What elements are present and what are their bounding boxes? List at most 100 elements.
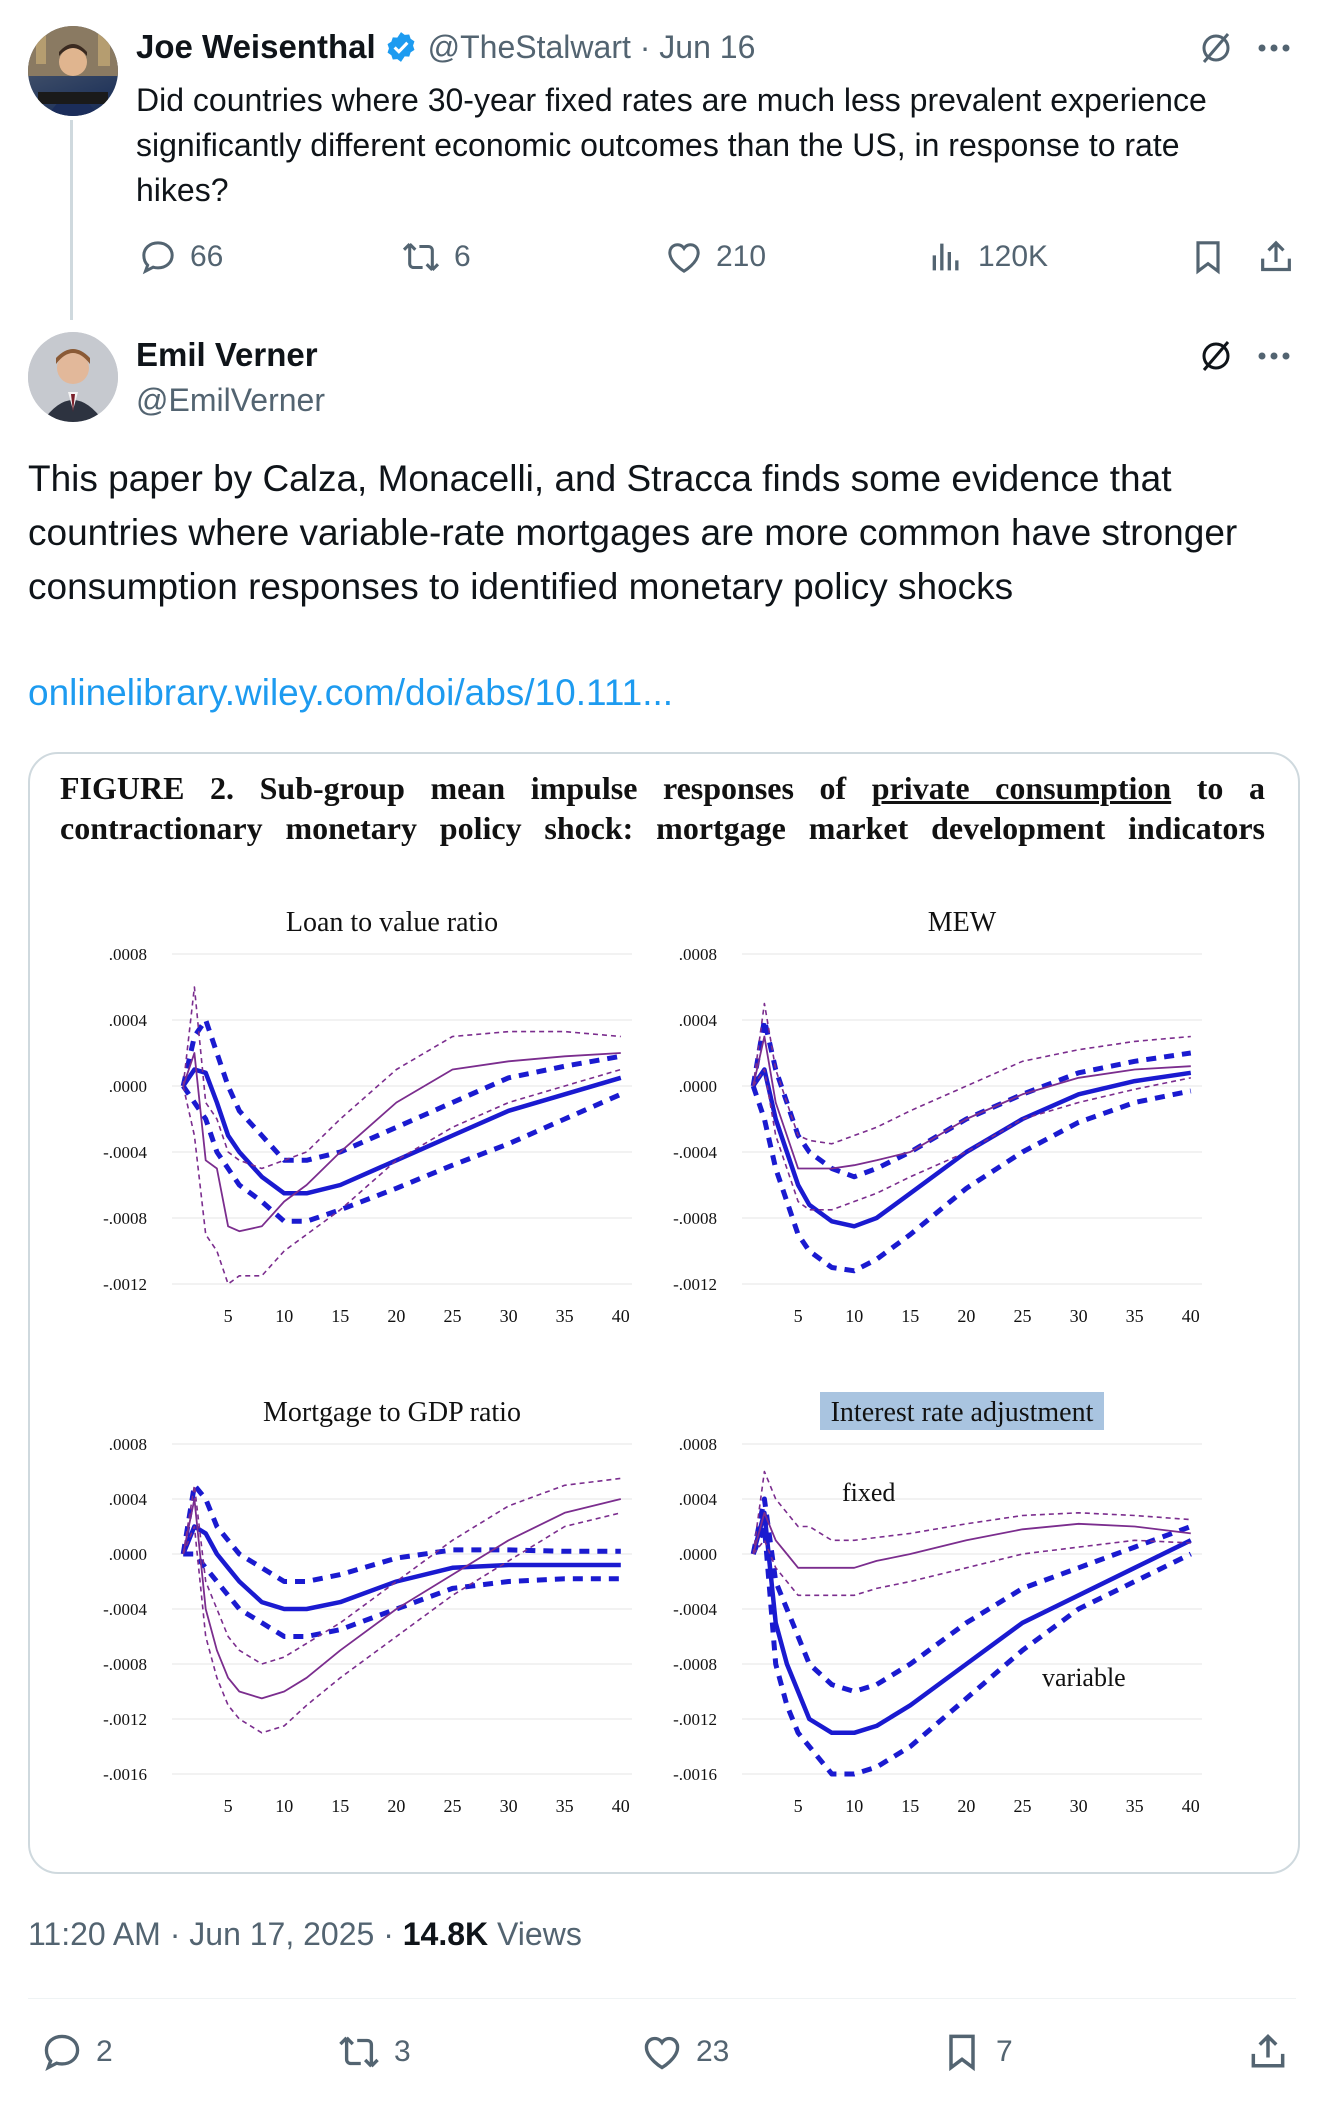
x-tick-label: 30 (1070, 1306, 1088, 1326)
like-count: 210 (716, 240, 767, 273)
bookmark-icon (949, 2034, 975, 2072)
y-tick-label: -.0008 (103, 1209, 147, 1228)
figure-title-part1: FIGURE 2. Sub-group mean impulse respons… (60, 770, 872, 806)
series-blue-lower (750, 1524, 1192, 1777)
y-tick-label: -.0008 (103, 1655, 147, 1674)
reply-action[interactable]: 2 (40, 2030, 113, 2074)
series-purple-mean (182, 1052, 621, 1233)
divider (28, 1998, 1296, 1999)
retweet-action[interactable]: 3 (336, 2030, 411, 2074)
x-tick-label: 10 (845, 1306, 863, 1326)
share-icon[interactable] (1256, 237, 1296, 282)
series-blue-mean (751, 1510, 1192, 1736)
series-purple-lower (182, 1512, 621, 1734)
author-name[interactable]: Joe Weisenthal (136, 28, 376, 65)
x-tick-label: 30 (1070, 1796, 1088, 1816)
bookmark-icon[interactable] (1188, 237, 1228, 282)
x-tick-label: 40 (1182, 1796, 1200, 1816)
x-tick-label: 5 (224, 1796, 233, 1816)
y-tick-label: -.0012 (673, 1710, 717, 1729)
x-tick-label: 15 (901, 1306, 919, 1326)
x-tick-label: 35 (1126, 1306, 1144, 1326)
y-tick-label: .0008 (109, 1435, 147, 1454)
views-count: 120K (978, 240, 1049, 273)
x-tick-label: 25 (443, 1306, 461, 1326)
y-tick-label: .0004 (679, 1011, 718, 1030)
views-icon (932, 243, 959, 271)
grok-icon[interactable] (1196, 336, 1236, 381)
y-tick-label: -.0012 (673, 1275, 717, 1294)
like-action[interactable]: 23 (640, 2030, 729, 2074)
chart-panel-4: Interest rate adjustment .0008 .0004 .0000 -… (673, 1392, 1202, 1816)
annotation-fixed: fixed (842, 1478, 895, 1507)
views-action[interactable]: 120K (926, 237, 1048, 277)
y-tick-label: -.0008 (673, 1655, 717, 1674)
impulse-response-charts: Loan to value ratio .0008 .0004 .0000 -.0004… (103, 907, 1202, 1816)
author-handle-date[interactable]: @TheStalwart · Jun 16 (427, 28, 756, 65)
x-tick-label: 25 (1013, 1796, 1031, 1816)
author-handle[interactable]: @EmilVerner (136, 382, 325, 418)
x-tick-label: 5 (794, 1796, 803, 1816)
y-tick-label: -.0012 (103, 1710, 147, 1729)
chart-panel-1: Loan to value ratio .0008 .0004 .0000 -.0004… (103, 907, 632, 1326)
series-purple-upper (182, 986, 621, 1170)
series-purple-upper (182, 1477, 621, 1665)
retweet-action[interactable]: 6 (400, 237, 471, 277)
series-purple-upper (752, 1002, 1191, 1145)
avatar-emil-verner[interactable] (28, 332, 118, 422)
like-action[interactable]: 210 (664, 237, 766, 277)
grok-icon[interactable] (1196, 28, 1236, 73)
series-blue-mean (751, 1067, 1192, 1229)
figure-image-card[interactable]: FIGURE 2. Sub-group mean impulse respons… (28, 752, 1300, 1874)
chart-panel-2: MEW .0008 .0004 .0000 -.0004 -.0008 -.0012 5 10 1… (673, 907, 1202, 1326)
chart-panel-3: Mortgage to GDP ratio .0008 .0004 .0000 -.00… (103, 1397, 632, 1816)
series-purple-lower (752, 1068, 1191, 1211)
quoted-tweet-text: Did countries where 30-year fixed rates … (136, 82, 1207, 208)
reply-count: 66 (190, 240, 224, 273)
series-blue-upper (750, 1017, 1192, 1180)
x-tick-label: 15 (901, 1796, 919, 1816)
figure-title-part2: to a contractionary monetary policy shoc… (60, 770, 1266, 846)
bookmark-action[interactable]: 7 (940, 2030, 1013, 2074)
series-purple-mean (752, 1035, 1191, 1170)
x-tick-label: 35 (556, 1306, 574, 1326)
retweet-icon (339, 2036, 379, 2068)
bookmark-count: 7 (996, 2035, 1013, 2068)
x-tick-label: 5 (224, 1306, 233, 1326)
thread-line (70, 120, 73, 320)
tweet-time[interactable]: 11:20 AM · Jun 17, 2025 · (28, 1916, 403, 1952)
y-tick-label: -.0004 (673, 1600, 717, 1619)
share-icon[interactable] (1246, 2030, 1290, 2079)
chart-title: Loan to value ratio (286, 907, 498, 938)
avatar-joe-weisenthal[interactable] (28, 26, 118, 116)
verified-badge-icon (384, 30, 418, 64)
x-tick-label: 25 (443, 1796, 461, 1816)
y-tick-label: .0008 (679, 1435, 717, 1454)
quoted-tweet-header: Joe Weisenthal @TheStalwart · Jun 16 (136, 28, 755, 66)
retweet-icon (402, 242, 440, 272)
y-tick-label: -.0004 (103, 1600, 147, 1619)
y-tick-label: .0008 (109, 945, 147, 964)
author-name[interactable]: Emil Verner (136, 336, 318, 373)
like-count: 23 (696, 2035, 730, 2068)
paper-link[interactable]: onlinelibrary.wiley.com/doi/abs/10.111..… (28, 672, 674, 713)
x-tick-label: 30 (500, 1796, 518, 1816)
x-tick-label: 40 (612, 1306, 630, 1326)
y-tick-label: .0008 (679, 945, 717, 964)
tweet-views-count: 14.8K (402, 1916, 489, 1952)
y-tick-label: -.0016 (103, 1765, 147, 1784)
series-blue-mean (181, 1524, 621, 1612)
series-blue-lower (183, 1551, 621, 1639)
reply-icon (44, 2034, 80, 2072)
figure-title: FIGURE 2. Sub-group mean impulse respons… (60, 768, 1265, 848)
reply-count: 2 (96, 2035, 113, 2068)
series-blue-mean (181, 1067, 622, 1196)
reply-action[interactable]: 66 (138, 237, 223, 277)
more-options-icon[interactable] (1256, 28, 1292, 73)
y-tick-label: -.0004 (673, 1143, 717, 1162)
x-tick-label: 40 (612, 1796, 630, 1816)
y-tick-label: -.0004 (103, 1143, 147, 1162)
more-options-icon[interactable] (1256, 336, 1292, 381)
figure-title-underlined: private consumption (871, 770, 1172, 806)
y-tick-label: .0000 (109, 1077, 147, 1096)
